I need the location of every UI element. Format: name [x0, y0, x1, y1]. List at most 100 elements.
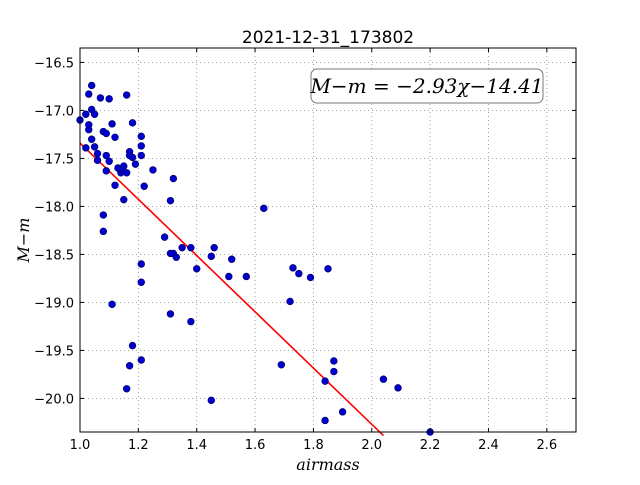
- data-point: [260, 204, 268, 213]
- chart-title: 2021-12-31_173802: [242, 28, 414, 48]
- data-point: [93, 156, 102, 165]
- data-point: [85, 121, 93, 129]
- x-tick-label: 2.6: [536, 438, 557, 453]
- data-point: [228, 255, 236, 263]
- data-point: [330, 357, 338, 365]
- data-point: [85, 90, 93, 98]
- y-tick-label: −19.0: [34, 296, 74, 311]
- data-point: [137, 132, 145, 141]
- data-point: [210, 243, 218, 252]
- data-point: [140, 182, 148, 190]
- data-point: [99, 211, 108, 219]
- data-point: [137, 151, 145, 160]
- data-point: [277, 361, 286, 369]
- data-point: [128, 153, 137, 162]
- x-tick-label: 2.2: [420, 438, 441, 453]
- data-point: [330, 367, 338, 376]
- data-point: [225, 272, 233, 281]
- data-point: [117, 165, 125, 173]
- data-point: [187, 243, 195, 252]
- data-point: [128, 341, 137, 350]
- data-point: [137, 142, 145, 150]
- data-point: [286, 297, 294, 306]
- data-point: [122, 169, 131, 177]
- x-tick-label: 1.2: [128, 438, 149, 453]
- data-point: [128, 119, 137, 127]
- data-points: [76, 81, 434, 436]
- y-tick-label: −16.5: [34, 56, 74, 71]
- data-point: [82, 144, 90, 152]
- x-tick-labels: 1.0 1.2 1.4 1.6 1.8 2.0 2.2 2.4 2.6: [70, 438, 558, 453]
- data-point: [379, 375, 388, 383]
- data-point: [137, 260, 145, 268]
- y-tick-label: −17.5: [34, 152, 74, 167]
- y-axis-label: M−m: [14, 218, 33, 264]
- data-point: [207, 252, 215, 261]
- data-point: [90, 110, 99, 118]
- data-point: [93, 149, 102, 158]
- x-tick-label: 1.6: [245, 438, 266, 453]
- data-point: [131, 160, 140, 168]
- data-point: [87, 81, 96, 90]
- data-point: [105, 95, 113, 103]
- y-tick-label: −18.0: [34, 200, 74, 215]
- x-tick-label: 1.0: [70, 438, 91, 453]
- data-point: [149, 166, 157, 174]
- y-tick-label: −19.5: [34, 344, 74, 359]
- data-point: [96, 94, 105, 102]
- x-tick-label: 2.4: [478, 438, 499, 453]
- plot-frame: [79, 47, 577, 433]
- axis-ticks: [79, 48, 576, 432]
- data-point: [160, 233, 169, 241]
- data-point: [108, 300, 116, 309]
- data-point: [394, 384, 402, 392]
- data-point: [207, 396, 215, 405]
- data-point: [102, 129, 110, 138]
- data-point: [105, 157, 113, 165]
- data-point: [169, 174, 178, 183]
- data-point: [166, 196, 175, 205]
- data-point: [324, 265, 332, 273]
- data-point: [306, 273, 315, 282]
- data-point: [87, 135, 96, 143]
- data-point: [122, 385, 131, 393]
- fit-line: [79, 142, 384, 437]
- data-point: [108, 120, 116, 128]
- data-point: [137, 278, 145, 286]
- data-point: [338, 408, 347, 416]
- y-tick-label: −17.0: [34, 104, 74, 119]
- data-point: [122, 91, 131, 99]
- data-point: [102, 167, 110, 175]
- data-point: [321, 377, 329, 385]
- x-tick-label: 1.4: [186, 438, 207, 453]
- data-point: [172, 253, 180, 261]
- data-point: [102, 151, 110, 160]
- grid-lines: [80, 48, 576, 432]
- data-point: [99, 227, 108, 236]
- y-tick-label: −18.5: [34, 248, 74, 263]
- data-point: [242, 272, 251, 281]
- data-point: [90, 143, 99, 151]
- x-tick-label: 2.0: [361, 438, 382, 453]
- x-axis-label: airmass: [296, 455, 359, 474]
- data-point: [137, 356, 145, 364]
- data-point: [166, 310, 175, 318]
- x-tick-label: 1.8: [303, 438, 324, 453]
- y-tick-labels: −16.5 −17.0 −17.5 −18.0 −18.5 −19.0 −19.5 −20.0: [34, 56, 74, 407]
- fit-line-layer: [79, 142, 384, 437]
- data-point: [289, 264, 297, 272]
- data-point: [166, 249, 175, 258]
- data-point: [120, 195, 128, 204]
- y-tick-label: −20.0: [34, 392, 74, 407]
- data-point: [111, 133, 119, 141]
- annotation-box: [310, 68, 544, 104]
- data-point: [187, 317, 195, 326]
- data-point: [82, 110, 90, 118]
- data-point: [295, 269, 303, 278]
- data-point: [125, 362, 134, 370]
- data-point: [321, 416, 329, 425]
- fit-equation-annotation: M−m = −2.93χ−14.41: [309, 74, 543, 98]
- data-point: [193, 265, 201, 273]
